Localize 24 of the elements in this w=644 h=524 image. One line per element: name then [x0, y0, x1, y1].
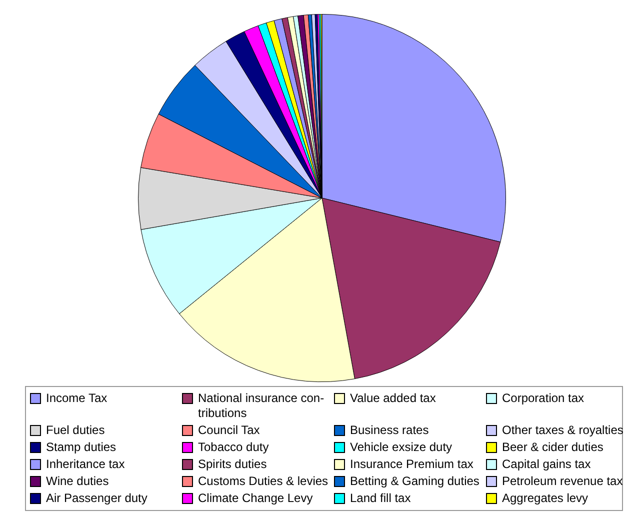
legend-label: Land fill tax	[350, 491, 411, 506]
legend-label: Other taxes & royalties	[502, 423, 624, 438]
legend-label: Income Tax	[46, 391, 108, 406]
legend-label: Business rates	[350, 423, 429, 438]
legend-label: Insurance Premium tax	[350, 457, 474, 472]
legend-label: Capital gains tax	[502, 457, 591, 472]
legend-label: Value added tax	[350, 391, 436, 406]
legend-label: Inheritance tax	[46, 457, 125, 472]
legend-label: Tobacco duty	[198, 440, 269, 455]
legend-label: Wine duties	[46, 474, 109, 489]
legend-label: Spirits duties	[198, 457, 267, 472]
legend-label: Corporation tax	[502, 391, 584, 406]
legend-label: Customs Duties & levies	[198, 474, 328, 489]
legend-label: National insurance con-tributions	[198, 391, 326, 421]
legend-label: Fuel duties	[46, 423, 105, 438]
legend-label: Vehicle exsize duty	[350, 440, 452, 455]
legend-label: Air Passenger duty	[46, 491, 148, 506]
legend-label: Petroleum revenue tax	[502, 474, 623, 489]
legend-label: Climate Change Levy	[198, 491, 313, 506]
legend-label: Betting & Gaming duties	[350, 474, 480, 489]
legend-label: Beer & cider duties	[502, 440, 604, 455]
legend-label: Stamp duties	[46, 440, 116, 455]
legend-label: Aggregates levy	[502, 491, 588, 506]
legend-label: Council Tax	[198, 423, 260, 438]
